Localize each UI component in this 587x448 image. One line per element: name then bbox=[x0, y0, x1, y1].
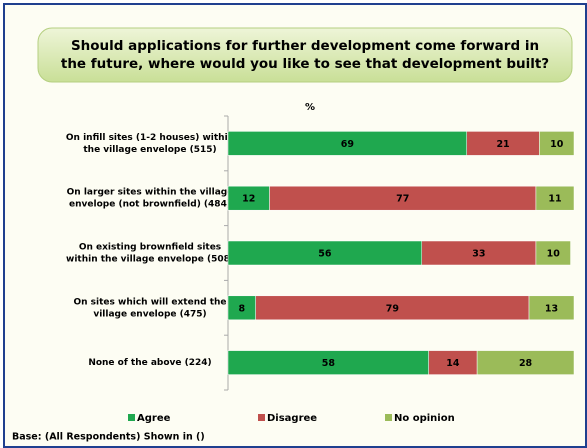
bar-segment bbox=[535, 240, 571, 266]
data-label: 10 bbox=[550, 139, 564, 150]
data-label: 69 bbox=[341, 139, 354, 150]
bar-segment bbox=[227, 295, 256, 321]
chart-title: Should applications for further developm… bbox=[71, 38, 539, 54]
category-label: On infill sites (1-2 houses) within bbox=[66, 133, 234, 143]
bar-segment bbox=[227, 185, 270, 211]
data-label: 10 bbox=[547, 249, 561, 260]
data-label: 58 bbox=[322, 358, 336, 369]
legend-swatch bbox=[258, 414, 265, 421]
data-label: 14 bbox=[446, 358, 460, 369]
category-label: On existing brownfield sites bbox=[79, 243, 221, 253]
category-label: the village envelope (515) bbox=[83, 145, 216, 155]
legend-label: Disagree bbox=[267, 413, 317, 424]
data-label: 79 bbox=[386, 303, 399, 314]
category-label: within the village envelope (508) bbox=[66, 255, 234, 265]
bar-segment bbox=[528, 295, 575, 321]
data-label: 11 bbox=[548, 194, 561, 205]
bar-segment bbox=[535, 185, 575, 211]
bar-segment bbox=[227, 131, 467, 156]
legend-label: Agree bbox=[137, 413, 171, 424]
bar-segment bbox=[476, 350, 575, 375]
category-label: On sites which will extend the bbox=[73, 297, 226, 307]
legend-swatch bbox=[128, 414, 135, 421]
category-label: village envelope (475) bbox=[93, 309, 206, 319]
title-box bbox=[37, 27, 573, 83]
note: Base: (All Respondents) Shown in () bbox=[12, 432, 205, 443]
bar-segment bbox=[428, 350, 478, 375]
data-label: 12 bbox=[242, 194, 255, 205]
bar-segment bbox=[421, 240, 537, 266]
category-label: envelope (not brownfield) (484) bbox=[69, 200, 231, 210]
bar-segment bbox=[227, 350, 429, 375]
bar-segment bbox=[269, 185, 537, 211]
chart-title: the future, where would you like to see … bbox=[61, 56, 549, 72]
data-label: 77 bbox=[396, 194, 409, 205]
bar-segment bbox=[539, 131, 575, 156]
data-label: 28 bbox=[519, 358, 533, 369]
legend-swatch bbox=[385, 414, 392, 421]
axis-label: % bbox=[305, 102, 315, 113]
data-label: 33 bbox=[472, 249, 485, 260]
bar-segment bbox=[466, 131, 540, 156]
data-label: 56 bbox=[318, 249, 332, 260]
category-label: None of the above (224) bbox=[88, 358, 211, 368]
legend-label: No opinion bbox=[394, 413, 455, 424]
data-label: 13 bbox=[545, 303, 558, 314]
data-label: 8 bbox=[239, 303, 246, 314]
category-label: On larger sites within the village bbox=[67, 188, 234, 198]
bar-segment bbox=[255, 295, 530, 321]
data-label: 21 bbox=[496, 139, 509, 150]
